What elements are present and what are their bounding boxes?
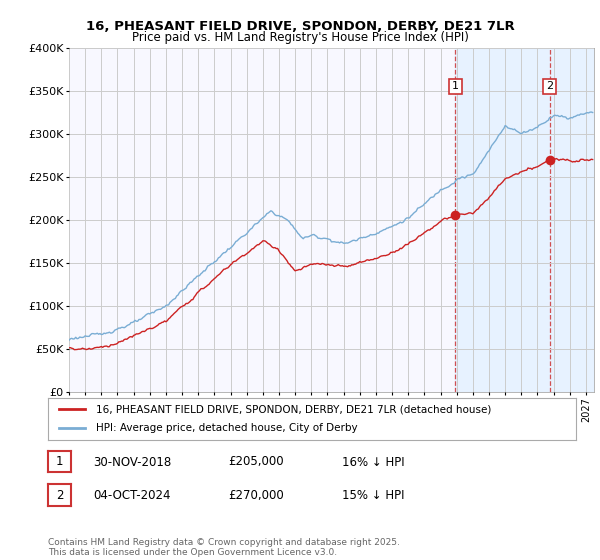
- Text: 2: 2: [546, 81, 553, 91]
- Text: 30-NOV-2018: 30-NOV-2018: [93, 455, 171, 469]
- Text: HPI: Average price, detached house, City of Derby: HPI: Average price, detached house, City…: [95, 423, 357, 433]
- Text: £205,000: £205,000: [228, 455, 284, 469]
- Text: 1: 1: [452, 81, 459, 91]
- Text: 04-OCT-2024: 04-OCT-2024: [93, 489, 170, 502]
- Text: 16% ↓ HPI: 16% ↓ HPI: [342, 455, 404, 469]
- Text: £270,000: £270,000: [228, 489, 284, 502]
- Text: 16, PHEASANT FIELD DRIVE, SPONDON, DERBY, DE21 7LR (detached house): 16, PHEASANT FIELD DRIVE, SPONDON, DERBY…: [95, 404, 491, 414]
- Bar: [455, 48, 594, 392]
- Text: 2: 2: [56, 488, 63, 502]
- Text: Contains HM Land Registry data © Crown copyright and database right 2025.
This d: Contains HM Land Registry data © Crown c…: [48, 538, 400, 557]
- Text: 1: 1: [56, 455, 63, 468]
- Text: 15% ↓ HPI: 15% ↓ HPI: [342, 489, 404, 502]
- Text: Price paid vs. HM Land Registry's House Price Index (HPI): Price paid vs. HM Land Registry's House …: [131, 31, 469, 44]
- Text: 16, PHEASANT FIELD DRIVE, SPONDON, DERBY, DE21 7LR: 16, PHEASANT FIELD DRIVE, SPONDON, DERBY…: [86, 20, 514, 32]
